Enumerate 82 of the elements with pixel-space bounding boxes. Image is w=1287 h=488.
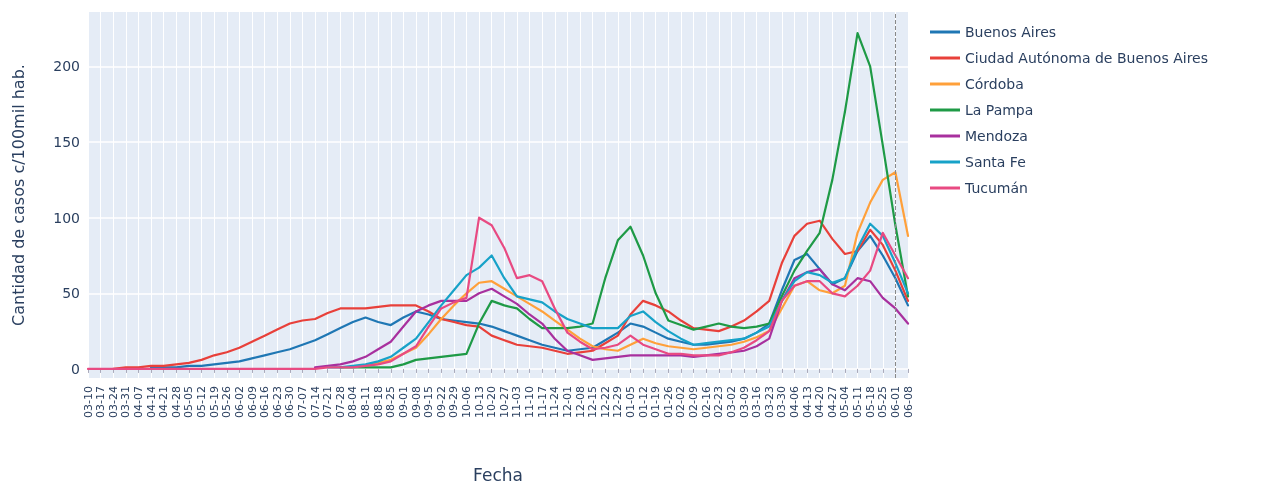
x-tick-label: 03-09 <box>737 386 751 418</box>
x-tick-label: 03-24 <box>106 386 120 418</box>
x-tick-label: 04-28 <box>169 386 183 418</box>
x-tick-label: 06-02 <box>232 386 246 418</box>
legend-label: La Pampa <box>965 102 1034 118</box>
x-tick-label: 11-17 <box>535 386 549 418</box>
x-tick-label: 06-30 <box>283 386 297 418</box>
x-tick-label: 04-13 <box>800 386 814 418</box>
legend-label: Buenos Aires <box>965 24 1057 40</box>
x-tick-label: 06-23 <box>270 386 284 418</box>
x-tick-label: 05-05 <box>182 386 196 418</box>
x-tick-label: 08-18 <box>371 386 385 418</box>
x-axis-title: Fecha <box>473 464 523 485</box>
x-tick-label: 04-27 <box>825 386 839 418</box>
x-tick-label: 08-25 <box>384 386 398 418</box>
x-tick-label: 12-22 <box>598 386 612 418</box>
x-tick-label: 09-29 <box>447 386 461 418</box>
y-tick-label: 100 <box>53 209 80 226</box>
x-tick-label: 12-15 <box>586 386 600 418</box>
x-tick-label: 01-12 <box>636 386 650 418</box>
x-tick-label: 05-11 <box>851 386 865 418</box>
legend-label: Ciudad Autónoma de Buenos Aires <box>965 50 1208 66</box>
x-tick-label: 09-01 <box>396 386 410 418</box>
x-tick-label: 07-21 <box>321 386 335 418</box>
x-tick-label: 05-25 <box>876 386 890 418</box>
line-series <box>149 234 910 369</box>
x-tick-label: 07-14 <box>308 386 322 418</box>
x-tick-label: 03-30 <box>775 386 789 418</box>
x-tick-label: 06-08 <box>901 386 915 418</box>
x-tick-label: 11-10 <box>523 386 537 418</box>
x-tick-label: 08-11 <box>359 386 373 418</box>
x-tick-label: 06-16 <box>258 386 272 418</box>
x-tick-label: 03-23 <box>762 386 776 418</box>
x-tick-label: 05-19 <box>207 386 221 418</box>
x-tick-label: 07-07 <box>295 386 309 418</box>
x-tick-label: 11-03 <box>510 386 524 418</box>
legend-label: Mendoza <box>965 128 1028 144</box>
x-tick-label: 12-08 <box>573 386 587 418</box>
x-tick-label: 01-05 <box>623 386 637 418</box>
x-tick-label: 11-24 <box>548 386 562 418</box>
x-tick-label: 01-26 <box>661 386 675 418</box>
x-tick-label: 03-02 <box>724 386 738 418</box>
x-tick-label: 09-15 <box>422 386 436 418</box>
x-tick-label: 02-02 <box>674 386 688 418</box>
x-tick-label: 06-09 <box>245 386 259 418</box>
x-tick-label: 10-20 <box>485 386 499 418</box>
x-tick-label: 10-06 <box>459 386 473 418</box>
x-tick-label: 02-23 <box>712 386 726 418</box>
x-tick-label: 04-14 <box>144 386 158 418</box>
x-tick-label: 05-26 <box>220 386 234 418</box>
line-series <box>313 268 910 369</box>
x-tick-label: 08-04 <box>346 386 360 418</box>
y-tick-label: 50 <box>62 285 80 302</box>
x-tick-label: 05-04 <box>838 386 852 418</box>
y-tick-label: 200 <box>53 58 80 75</box>
legend-label: Tucumán <box>964 180 1028 196</box>
x-tick-label: 04-20 <box>813 386 827 418</box>
legend-label: Córdoba <box>965 76 1024 92</box>
x-tick-label: 03-10 <box>81 386 95 418</box>
x-tick-label: 12-01 <box>560 386 574 418</box>
x-tick-label: 01-19 <box>649 386 663 418</box>
x-tick-label: 04-21 <box>157 386 171 418</box>
y-tick-label: 150 <box>53 134 80 151</box>
x-tick-label: 07-28 <box>333 386 347 418</box>
x-tick-label: 09-08 <box>409 386 423 418</box>
x-tick-label: 03-31 <box>119 386 133 418</box>
x-tick-label: 09-22 <box>434 386 448 418</box>
x-tick-label: 03-16 <box>750 386 764 418</box>
x-tick-label: 05-12 <box>195 386 209 418</box>
y-tick-label: 0 <box>71 360 80 377</box>
x-tick-label: 02-09 <box>687 386 701 418</box>
x-tick-label: 10-13 <box>472 386 486 418</box>
x-tick-label: 02-16 <box>699 386 713 418</box>
x-tick-label: 10-27 <box>497 386 511 418</box>
legend-label: Santa Fe <box>965 154 1026 170</box>
x-tick-label: 12-29 <box>611 386 625 418</box>
x-tick-label: 06-01 <box>888 386 902 418</box>
x-tick-label: 05-18 <box>863 386 877 418</box>
x-tick-label: 04-06 <box>787 386 801 418</box>
y-axis-title: Cantidad de casos c/100mil hab. <box>8 64 28 326</box>
x-tick-label: 03-17 <box>94 386 108 418</box>
x-tick-label: 04-07 <box>131 386 145 418</box>
